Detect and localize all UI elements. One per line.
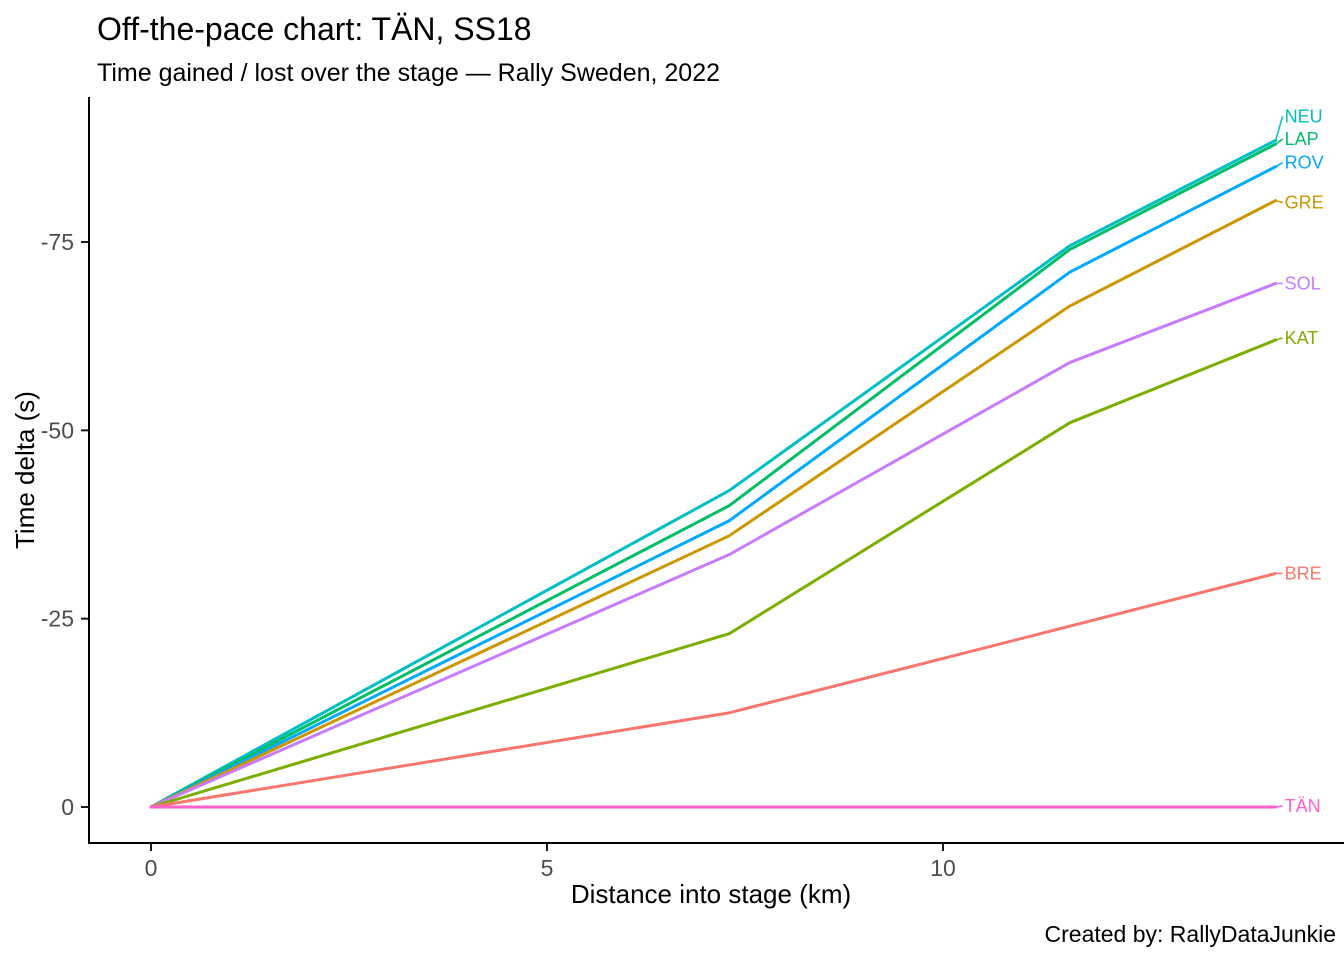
y-tick-label: -75 xyxy=(41,229,74,255)
y-axis-title: Time delta (s) xyxy=(10,391,40,549)
x-tick-label: 5 xyxy=(541,855,554,881)
series-labels: NEU LAP ROV GRE SOL KAT BRE TÄN xyxy=(1274,106,1324,816)
y-tick-label: -50 xyxy=(41,417,74,443)
series-label-SOL: SOL xyxy=(1285,273,1321,293)
series-label-leader-NEU xyxy=(1274,116,1284,141)
series-line-KAT xyxy=(149,338,1278,809)
series-label-leader-LAP xyxy=(1275,138,1284,145)
series-line-BRE xyxy=(149,571,1278,809)
series-label-GRE: GRE xyxy=(1285,193,1324,213)
x-ticks: 0 5 10 xyxy=(145,843,956,881)
series-line-LAP xyxy=(149,142,1278,809)
series-label-leader-TÄN xyxy=(1275,805,1283,808)
series-label-BRE: BRE xyxy=(1285,563,1322,583)
series-label-LAP: LAP xyxy=(1285,129,1319,149)
series-label-leader-KAT xyxy=(1275,337,1283,341)
y-tick-label: -25 xyxy=(41,606,74,632)
series-line-GRE xyxy=(149,199,1278,809)
series-line-ROV xyxy=(149,165,1278,809)
caption: Created by: RallyDataJunkie xyxy=(1045,921,1336,947)
x-axis-title: Distance into stage (km) xyxy=(571,879,851,909)
x-tick-label: 10 xyxy=(930,855,956,881)
series-lines xyxy=(149,138,1278,809)
series-line-NEU xyxy=(149,138,1278,809)
series-line-SOL xyxy=(149,281,1278,809)
series-label-KAT: KAT xyxy=(1285,328,1319,348)
chart-subtitle: Time gained / lost over the stage — Rall… xyxy=(97,59,720,87)
series-label-TÄN: TÄN xyxy=(1285,796,1321,816)
chart-title: Off-the-pace chart: TÄN, SS18 xyxy=(97,11,532,47)
series-label-NEU: NEU xyxy=(1285,106,1323,126)
series-label-ROV: ROV xyxy=(1285,153,1324,173)
y-tick-label: 0 xyxy=(61,794,74,820)
series-label-leader-ROV xyxy=(1275,162,1284,168)
x-tick-label: 0 xyxy=(145,855,158,881)
y-ticks: 0 -25 -50 -75 xyxy=(41,229,89,820)
series-label-leader-GRE xyxy=(1275,199,1283,204)
